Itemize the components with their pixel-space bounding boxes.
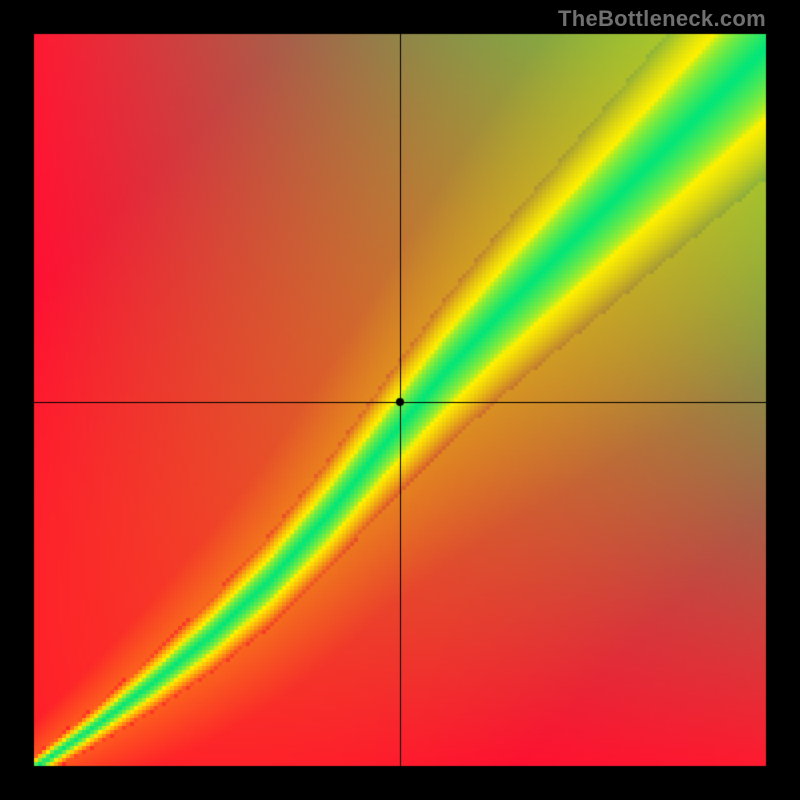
bottleneck-heatmap	[0, 0, 800, 800]
watermark-label: TheBottleneck.com	[558, 6, 766, 32]
chart-container: TheBottleneck.com	[0, 0, 800, 800]
